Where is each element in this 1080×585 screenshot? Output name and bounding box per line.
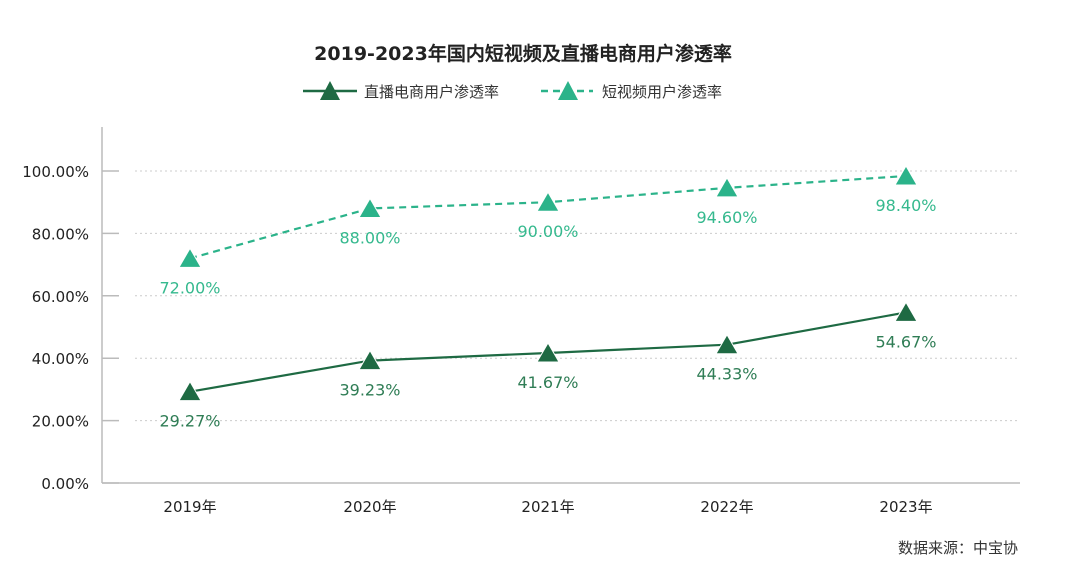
y-tick-label: 80.00% bbox=[32, 225, 89, 243]
x-tick-label: 2023年 bbox=[879, 498, 932, 516]
data-label: 94.60% bbox=[696, 208, 757, 227]
x-tick-label: 2019年 bbox=[163, 498, 216, 516]
data-label: 54.67% bbox=[875, 332, 936, 351]
data-point-marker bbox=[894, 301, 918, 322]
x-tick-label: 2022年 bbox=[700, 498, 753, 516]
chart-title: 2019-2023年国内短视频及直播电商用户渗透率 bbox=[314, 42, 732, 65]
x-tick-label: 2021年 bbox=[521, 498, 574, 516]
y-tick-label: 100.00% bbox=[22, 163, 89, 181]
y-tick-label: 0.00% bbox=[41, 475, 89, 493]
data-point-marker bbox=[178, 247, 202, 268]
y-tick-label: 60.00% bbox=[32, 288, 89, 306]
data-point-marker bbox=[894, 164, 918, 186]
y-tick-label: 40.00% bbox=[32, 350, 89, 368]
data-label: 44.33% bbox=[696, 365, 757, 384]
data-label: 39.23% bbox=[339, 381, 400, 400]
x-tick-label: 2020年 bbox=[343, 498, 396, 516]
data-label: 88.00% bbox=[339, 228, 400, 247]
data-point-marker bbox=[358, 349, 382, 371]
data-label: 29.27% bbox=[159, 412, 220, 431]
data-label: 90.00% bbox=[517, 222, 578, 241]
legend-marker-short bbox=[558, 81, 578, 100]
data-point-marker bbox=[178, 380, 202, 402]
data-label: 41.67% bbox=[517, 373, 578, 392]
legend-label-short: 短视频用户渗透率 bbox=[602, 83, 722, 101]
data-point-marker bbox=[536, 191, 560, 212]
data-point-marker bbox=[715, 176, 739, 198]
data-label: 72.00% bbox=[159, 278, 220, 297]
y-tick-label: 20.00% bbox=[32, 413, 89, 431]
data-point-marker bbox=[715, 333, 739, 355]
legend: 直播电商用户渗透率 短视频用户渗透率 bbox=[303, 81, 722, 101]
series-line bbox=[189, 174, 907, 260]
data-label: 98.40% bbox=[875, 196, 936, 215]
legend-marker-live bbox=[320, 81, 340, 100]
data-point-marker bbox=[358, 197, 382, 218]
data-point-marker bbox=[536, 341, 560, 363]
legend-label-live: 直播电商用户渗透率 bbox=[364, 83, 499, 101]
source-note: 数据来源：中宝协 bbox=[898, 539, 1018, 557]
